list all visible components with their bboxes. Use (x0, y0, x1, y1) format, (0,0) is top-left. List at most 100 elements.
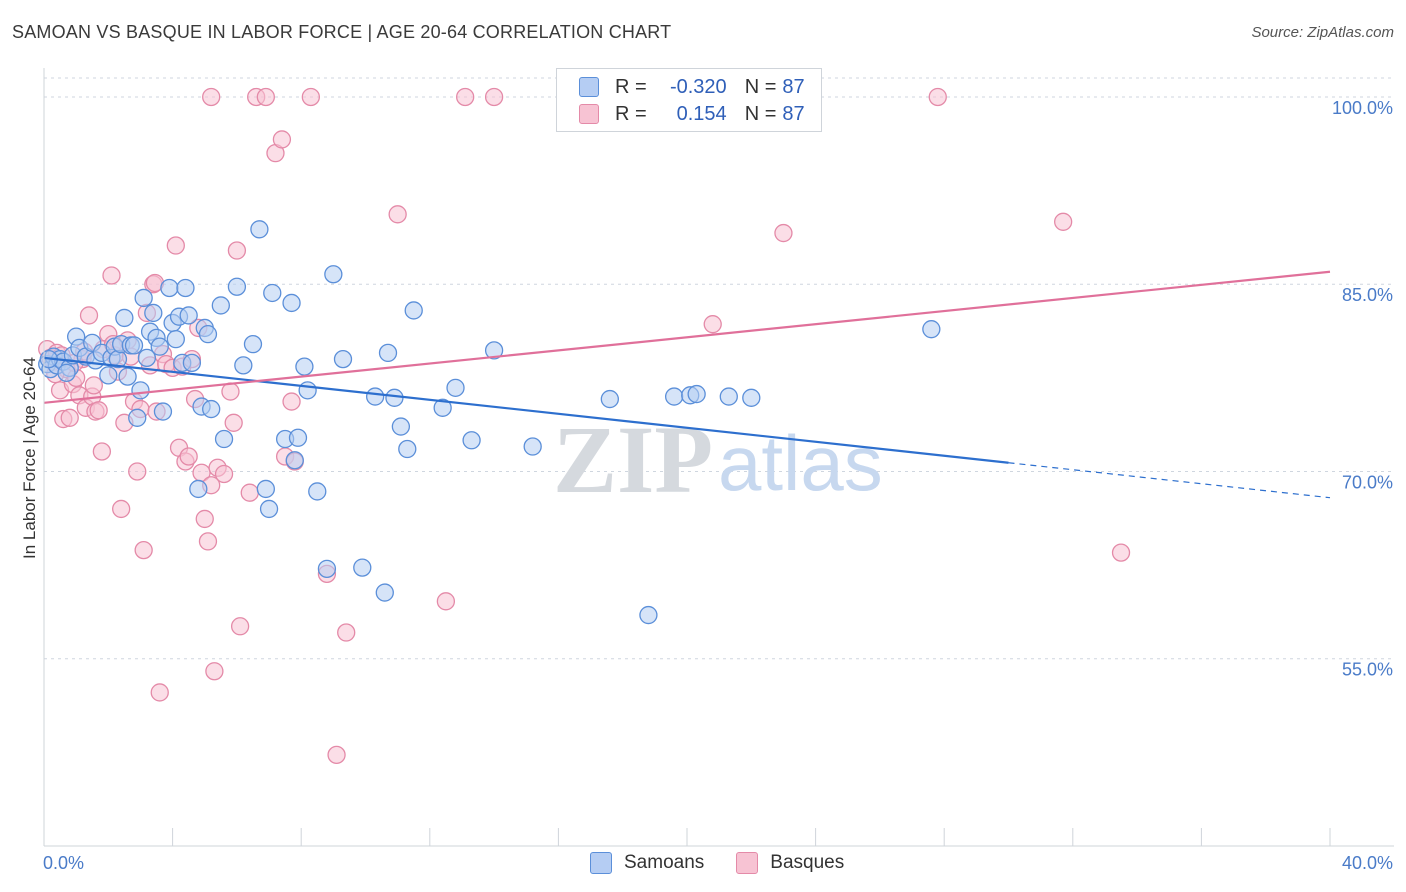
samoans-point (124, 336, 144, 355)
samoans-point (256, 479, 275, 499)
samoans-point (282, 293, 301, 313)
series-legend-basques[interactable]: Basques (736, 852, 844, 874)
basques-point (214, 464, 234, 484)
samoans-point (182, 353, 202, 373)
samoans-point (317, 559, 337, 579)
basques-point (102, 266, 121, 285)
basques-legend-label: Basques (770, 852, 845, 873)
samoans-point (234, 356, 253, 375)
legend-r-label: R = (615, 102, 647, 125)
samoans-point (433, 398, 452, 417)
basques-point (79, 306, 99, 325)
samoans-trend-extension (1008, 462, 1331, 499)
samoans-point (144, 303, 163, 323)
basques-point (928, 87, 947, 107)
y-tick-label: 70.0% (1342, 472, 1393, 492)
basques-point (1054, 212, 1073, 231)
basques-point (256, 87, 275, 107)
basques-point (436, 592, 456, 611)
basques-point (388, 205, 407, 224)
axes: 100.0% 85.0% 70.0% 55.0% 0.0% 40.0% (43, 68, 1394, 873)
basques-trend-line (43, 270, 1331, 404)
basques-point (337, 623, 356, 642)
basques-point (484, 87, 504, 107)
y-tick-label: 55.0% (1342, 660, 1393, 680)
trend-lines (43, 270, 1331, 499)
samoans-point (227, 277, 247, 296)
samoans-point (375, 583, 394, 602)
samoans-point (484, 341, 504, 360)
samoans-point (288, 428, 308, 447)
basques-point (272, 130, 292, 149)
basques-point (166, 236, 185, 255)
basques-point (230, 617, 250, 636)
samoans-point (134, 288, 153, 308)
basques-point (128, 462, 147, 481)
samoans-point (153, 402, 173, 421)
basques-point (60, 408, 79, 427)
samoans-point (259, 499, 279, 519)
basques-point (282, 392, 301, 411)
samoans-point (462, 431, 481, 450)
legend-n-label: N = (744, 102, 777, 125)
samoans-point (365, 387, 385, 406)
samoans-point (353, 558, 372, 577)
samoans-point (298, 381, 317, 400)
samoans-point (202, 399, 221, 419)
x-tick-label: 0.0% (43, 853, 84, 873)
samoans-point (250, 220, 269, 239)
basques-point (202, 87, 221, 107)
legend-n-value-samoans: 87 (782, 75, 805, 98)
series-legend: Samoans Basques (590, 852, 876, 874)
series-legend-samoans[interactable]: Samoans (590, 852, 704, 874)
basques-point (227, 241, 247, 260)
samoans-swatch (579, 77, 599, 97)
basques-point (774, 223, 793, 243)
basques-point (150, 683, 169, 702)
samoans-point (391, 417, 411, 436)
legend-r-value-samoans: -0.320 (669, 75, 727, 98)
samoans-point (263, 283, 282, 303)
y-tick-label: 100.0% (1332, 98, 1393, 118)
chart-source: Source: ZipAtlas.com (1251, 24, 1394, 41)
samoans-point (179, 306, 198, 325)
basques-swatch (579, 104, 599, 124)
basques-point (240, 483, 259, 502)
samoans-point (118, 367, 137, 386)
legend-r-label: R = (615, 75, 647, 98)
samoans-point (333, 349, 353, 369)
basques-point (198, 532, 218, 551)
samoans-point (99, 366, 118, 385)
legend-row-basques: R = 0.154 N = 87 (579, 102, 805, 126)
samoans-trend-line (43, 356, 1009, 464)
samoans-point (166, 330, 185, 349)
legend-n-label: N = (744, 75, 777, 98)
samoans-point (324, 265, 343, 284)
basques-point (195, 509, 214, 529)
samoans-point (128, 408, 147, 427)
basques-point (179, 447, 198, 466)
x-tick-label: 40.0% (1342, 853, 1393, 873)
samoans-point (137, 348, 157, 368)
samoans-point (295, 357, 314, 376)
basques-point (1111, 543, 1131, 562)
samoans-point (600, 389, 619, 409)
samoans-point (719, 387, 738, 406)
samoans-point (308, 482, 327, 501)
samoans-point (922, 320, 941, 339)
samoans-points (38, 220, 941, 625)
basques-legend-swatch (736, 852, 759, 874)
samoans-point (404, 301, 423, 320)
samoans-point (285, 451, 304, 470)
basques-point (89, 401, 108, 420)
y-tick-label: 85.0% (1342, 285, 1393, 305)
samoans-point (446, 378, 465, 397)
samoans-point (57, 363, 76, 383)
samoans-point (214, 429, 234, 449)
samoans-point (176, 278, 195, 298)
samoans-point (198, 325, 218, 344)
samoans-point (243, 334, 263, 354)
basques-point (134, 540, 153, 560)
basques-point (221, 382, 240, 401)
samoans-legend-label: Samoans (624, 852, 705, 873)
